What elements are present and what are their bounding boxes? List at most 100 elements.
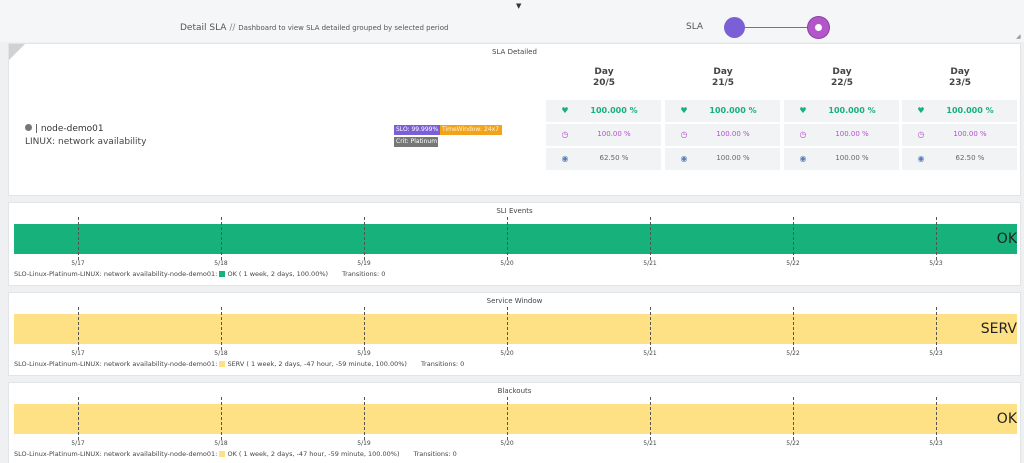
service-value: 100.00 % (835, 130, 869, 138)
node-name-text: node-demo01 (40, 124, 104, 134)
service-value: 100.00 % (716, 130, 750, 138)
legend-series: SLO-Linux-Platinum-LINUX: network availa… (14, 270, 218, 278)
heart-icon: ♥ (799, 106, 807, 115)
day-divider (793, 307, 794, 350)
observed-cell: ◉ 100.00 % (784, 148, 899, 171)
tick-label: 5/20 (500, 260, 514, 267)
service-cell: ◷ 100.00 % (546, 124, 661, 147)
observed-value: 62.50 % (599, 154, 629, 162)
sla-value: 100.000 % (946, 106, 994, 115)
day-date: 21/5 (711, 78, 735, 88)
observed-cell: ◉ 62.50 % (902, 148, 1017, 171)
tick-label: 5/18 (214, 440, 228, 447)
tick-label: 5/19 (357, 350, 371, 357)
heart-icon: ♥ (680, 106, 688, 115)
tick-label: 5/21 (643, 260, 657, 267)
panel-corner-icon (9, 44, 25, 60)
blackouts-panel: Blackouts OK SLO-Linux-Platinum-LINUX: n… (8, 382, 1021, 463)
tick-label: 5/22 (786, 350, 800, 357)
day-divider (793, 397, 794, 440)
day-date: 22/5 (830, 78, 854, 88)
page-subtitle: Dashboard to view SLA detailed grouped b… (238, 24, 449, 32)
day-divider (221, 397, 222, 440)
sla-cell: ♥ 100.000 % (784, 100, 899, 123)
node-prefix: | (35, 124, 39, 134)
day-date: 23/5 (948, 78, 972, 88)
legend-series: SLO-Linux-Platinum-LINUX: network availa… (14, 450, 218, 458)
node-description: LINUX: network availability (25, 137, 147, 147)
transitions-count: Transitions: 0 (342, 270, 386, 278)
caret-down-icon[interactable]: ▼ (516, 2, 522, 10)
clock-icon: ◷ (799, 130, 807, 139)
band-state-label: SERV (980, 321, 1017, 337)
sla-cell: ♥ 100.000 % (665, 100, 780, 123)
heart-icon: ♥ (917, 106, 925, 115)
legend-item[interactable]: OK ( 1 week, 2 days, 100.00%) (227, 270, 329, 278)
tick-label: 5/20 (500, 440, 514, 447)
sla-toggle[interactable] (724, 16, 830, 40)
tick-label: 5/21 (643, 350, 657, 357)
sla-cell: ♥ 100.000 % (546, 100, 661, 123)
day-header: Day 20/5 (546, 67, 662, 89)
transitions-count: Transitions: 0 (413, 450, 457, 458)
day-label: Day (832, 67, 852, 77)
legend-item[interactable]: SERV ( 1 week, 2 days, -47 hour, -59 min… (227, 360, 407, 368)
day-divider (364, 217, 365, 260)
day-divider (650, 217, 651, 260)
day-divider (221, 217, 222, 260)
panel-title: SLA Detailed (492, 48, 537, 56)
criticality-badge: Crit: Platinum (394, 137, 438, 147)
transitions-count: Transitions: 0 (421, 360, 465, 368)
tick-label: 5/23 (929, 350, 943, 357)
service-cell: ◷ 100.00 % (902, 124, 1017, 147)
tick-label: 5/17 (71, 260, 85, 267)
legend-swatch (219, 361, 226, 367)
resize-handle-icon[interactable]: ◢ (1016, 33, 1021, 40)
sla-cell: ♥ 100.000 % (902, 100, 1017, 123)
band-state-label: OK (996, 411, 1017, 427)
toggle-track (734, 27, 818, 28)
tick-label: 5/22 (786, 260, 800, 267)
observed-cell: ◉ 62.50 % (546, 148, 661, 171)
tick-label: 5/17 (71, 440, 85, 447)
sla-detailed-panel: SLA Detailed | node-demo01 LINUX: networ… (8, 43, 1021, 196)
tick-label: 5/19 (357, 260, 371, 267)
service-cell: ◷ 100.00 % (665, 124, 780, 147)
slo-badge: SLO: 99.999% (394, 125, 440, 135)
tick-label: 5/20 (500, 350, 514, 357)
eye-icon: ◉ (799, 154, 807, 163)
timeline-legend: SLO-Linux-Platinum-LINUX: network availa… (14, 270, 385, 278)
service-window-panel: Service Window SERV SLO-Linux-Platinum-L… (8, 292, 1021, 376)
timeline-band[interactable]: OK (14, 224, 1017, 254)
tick-label: 5/23 (929, 440, 943, 447)
day-divider (936, 397, 937, 440)
panel-title: Service Window (486, 297, 543, 305)
panel-title: SLI Events (496, 207, 533, 215)
legend-swatch (219, 451, 226, 457)
tick-label: 5/22 (786, 440, 800, 447)
heart-icon: ♥ (561, 106, 569, 115)
legend-item[interactable]: OK ( 1 week, 2 days, -47 hour, -59 minut… (227, 450, 400, 458)
observed-value: 100.00 % (835, 154, 869, 162)
day-divider (507, 397, 508, 440)
legend-swatch (219, 271, 226, 277)
day-divider (78, 307, 79, 350)
day-header: Day 22/5 (784, 67, 900, 89)
sli-events-panel: SLI Events OK SLO-Linux-Platinum-LINUX: … (8, 202, 1021, 286)
day-header: Day 23/5 (902, 67, 1018, 89)
day-divider (650, 307, 651, 350)
tick-label: 5/18 (214, 350, 228, 357)
day-divider (793, 217, 794, 260)
band-state-label: OK (996, 231, 1017, 247)
observed-value: 100.00 % (716, 154, 750, 162)
eye-icon: ◉ (917, 154, 925, 163)
sla-value: 100.000 % (590, 106, 638, 115)
toggle-option-left[interactable] (724, 17, 745, 38)
timeline-band[interactable]: OK (14, 404, 1017, 434)
clock-icon: ◷ (917, 130, 925, 139)
day-label: Day (713, 67, 733, 77)
tick-label: 5/17 (71, 350, 85, 357)
timeline-band[interactable]: SERV (14, 314, 1017, 344)
toggle-option-right-selected[interactable] (808, 17, 829, 38)
sla-toggle-label: SLA (686, 22, 704, 32)
